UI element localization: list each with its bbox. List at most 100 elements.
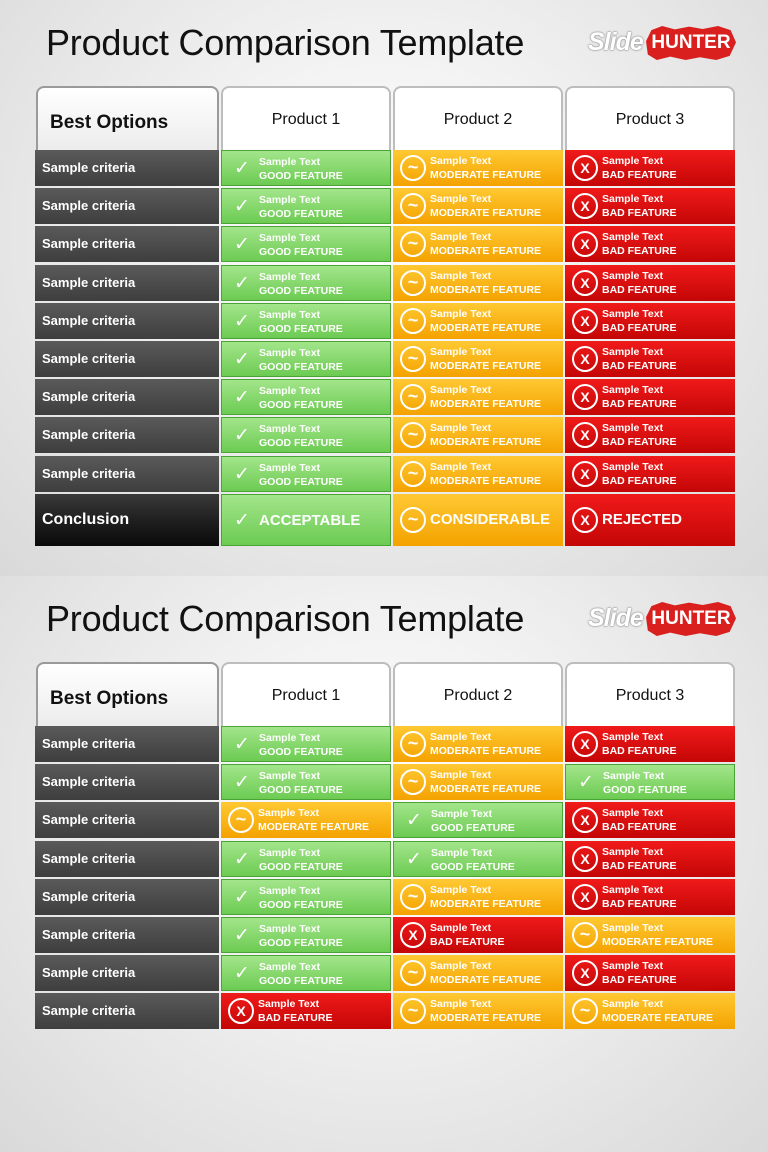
feature-text: Sample Text: [430, 422, 492, 435]
feature-text: Sample Text: [259, 961, 321, 974]
conclusion-text: ACCEPTABLE: [259, 511, 361, 529]
feature-rating: GOOD FEATURE: [259, 784, 343, 797]
x-circle-icon: X: [572, 269, 598, 296]
slide-1: Product Comparison Template Slide HUNTER…: [0, 0, 768, 576]
feature-text: Sample Text: [602, 845, 664, 858]
criteria-label: Sample criteria: [35, 188, 219, 225]
check-icon: ✓: [234, 848, 250, 870]
criteria-label: Sample criteria: [35, 302, 219, 339]
feature-text: Sample Text: [259, 156, 321, 168]
feature-rating: BAD FEATURE: [602, 283, 677, 296]
feature-text: Sample Text: [430, 193, 492, 206]
feature-cell-moderate: ~ Sample Text MODERATE FEATURE: [393, 379, 563, 416]
tilde-circle-icon: ~: [400, 769, 426, 796]
feature-text: Sample Text: [603, 770, 665, 783]
logo-slide-word: Slide: [588, 604, 644, 632]
feature-text: Sample Text: [430, 307, 492, 320]
feature-rating: MODERATE FEATURE: [430, 1012, 542, 1025]
table-row: Sample criteria ✓ Sample Text GOOD FEATURE ~…: [35, 340, 737, 379]
feature-text: Sample Text: [259, 270, 321, 283]
check-icon: ✓: [578, 772, 594, 794]
feature-text: Sample Text: [430, 960, 492, 973]
criteria-label: Sample criteria: [35, 226, 219, 263]
check-icon: ✓: [234, 734, 250, 755]
feature-text: Sample Text: [431, 846, 493, 859]
table-row: Sample criteria ~ Sample Text MODERATE FEAT…: [35, 802, 737, 840]
table-row: Sample criteria ✓ Sample Text GOOD FEATURE ~…: [35, 726, 737, 764]
x-circle-icon: X: [572, 422, 598, 449]
tilde-circle-icon: ~: [572, 921, 598, 948]
check-icon: ✓: [406, 848, 422, 870]
feature-rating: MODERATE FEATURE: [430, 169, 542, 181]
feature-text: Sample Text: [602, 460, 664, 473]
feature-cell-bad: X Sample Text BAD FEATURE: [393, 916, 563, 953]
tilde-circle-icon: ~: [400, 345, 426, 372]
feature-rating: BAD FEATURE: [602, 359, 677, 372]
tilde-circle-icon: ~: [400, 883, 426, 910]
check-icon: ✓: [234, 463, 250, 485]
feature-rating: BAD FEATURE: [430, 935, 505, 948]
feature-rating: BAD FEATURE: [258, 1012, 333, 1025]
feature-cell-good: ✓ Sample Text GOOD FEATURE: [221, 264, 391, 301]
product-3-header: Product 3: [565, 662, 735, 726]
feature-rating: GOOD FEATURE: [259, 746, 343, 758]
feature-cell-good: ✓ Sample Text GOOD FEATURE: [221, 150, 391, 186]
check-icon: ✓: [234, 158, 250, 179]
feature-text: Sample Text: [259, 232, 321, 245]
feature-cell-good: ✓ Sample Text GOOD FEATURE: [221, 379, 391, 416]
feature-cell-good: ✓ Sample Text GOOD FEATURE: [221, 340, 391, 377]
feature-cell-bad: X Sample Text BAD FEATURE: [565, 226, 735, 263]
x-circle-icon: X: [572, 307, 598, 334]
criteria-label: Sample criteria: [35, 379, 219, 416]
feature-cell-bad: X Sample Text BAD FEATURE: [565, 379, 735, 416]
feature-rating: BAD FEATURE: [602, 821, 677, 834]
feature-rating: GOOD FEATURE: [431, 822, 515, 835]
product-2-header: Product 2: [393, 86, 563, 150]
feature-rating: GOOD FEATURE: [259, 860, 343, 873]
table-row: Sample criteria ✓ Sample Text GOOD FEATURE ~…: [35, 150, 737, 188]
feature-text: Sample Text: [259, 770, 321, 783]
feature-text: Sample Text: [430, 345, 492, 358]
feature-rating: MODERATE FEATURE: [258, 821, 370, 834]
x-circle-icon: X: [572, 345, 598, 372]
conclusion-text: REJECTED: [602, 510, 683, 528]
feature-cell-moderate: ~ Sample Text MODERATE FEATURE: [565, 916, 735, 953]
feature-cell-moderate: ~ Sample Text MODERATE FEATURE: [393, 726, 563, 762]
conclusion-text: CONSIDERABLE: [430, 510, 551, 528]
criteria-label: Sample criteria: [35, 955, 219, 992]
feature-rating: MODERATE FEATURE: [430, 245, 542, 258]
feature-rating: GOOD FEATURE: [259, 898, 343, 911]
best-options-header: Best Options: [36, 86, 219, 150]
feature-cell-moderate: ~ Sample Text MODERATE FEATURE: [393, 226, 563, 263]
feature-cell-bad: X Sample Text BAD FEATURE: [565, 726, 735, 762]
feature-cell-bad: X Sample Text BAD FEATURE: [565, 340, 735, 377]
feature-cell-good: ✓ Sample Text GOOD FEATURE: [221, 226, 391, 263]
feature-cell-moderate: ~ Sample Text MODERATE FEATURE: [565, 993, 735, 1030]
tilde-circle-icon: ~: [400, 422, 426, 449]
table-row: Sample criteria ✓ Sample Text GOOD FEATURE ~…: [35, 264, 737, 303]
feature-cell-good: ✓ Sample Text GOOD FEATURE: [221, 188, 391, 225]
feature-cell-good: ✓ Sample Text GOOD FEATURE: [221, 916, 391, 953]
feature-text: Sample Text: [259, 194, 321, 207]
feature-rating: MODERATE FEATURE: [602, 935, 714, 948]
product-1-header: Product 1: [221, 662, 391, 726]
feature-text: Sample Text: [430, 460, 492, 473]
feature-cell-moderate: ~ Sample Text MODERATE FEATURE: [393, 955, 563, 992]
check-icon: ✓: [234, 425, 250, 447]
feature-rating: GOOD FEATURE: [259, 246, 343, 259]
table-row: Sample criteria ✓ Sample Text GOOD FEATURE ~…: [35, 302, 737, 341]
feature-rating: BAD FEATURE: [602, 245, 677, 258]
criteria-label: Sample criteria: [35, 916, 219, 953]
feature-text: Sample Text: [259, 846, 321, 859]
check-icon: ✓: [234, 196, 250, 218]
feature-text: Sample Text: [430, 921, 492, 934]
x-circle-icon: X: [572, 231, 598, 258]
tilde-circle-icon: ~: [572, 998, 598, 1025]
x-circle-icon: X: [572, 883, 598, 910]
feature-text: Sample Text: [602, 345, 664, 358]
feature-rating: MODERATE FEATURE: [430, 745, 542, 757]
conclusion-cell-good: ✓ ACCEPTABLE: [221, 493, 391, 546]
slide-2: Product Comparison Template Slide HUNTER…: [0, 576, 768, 1152]
feature-cell-moderate: ~ Sample Text MODERATE FEATURE: [393, 188, 563, 225]
feature-rating: GOOD FEATURE: [259, 284, 343, 297]
